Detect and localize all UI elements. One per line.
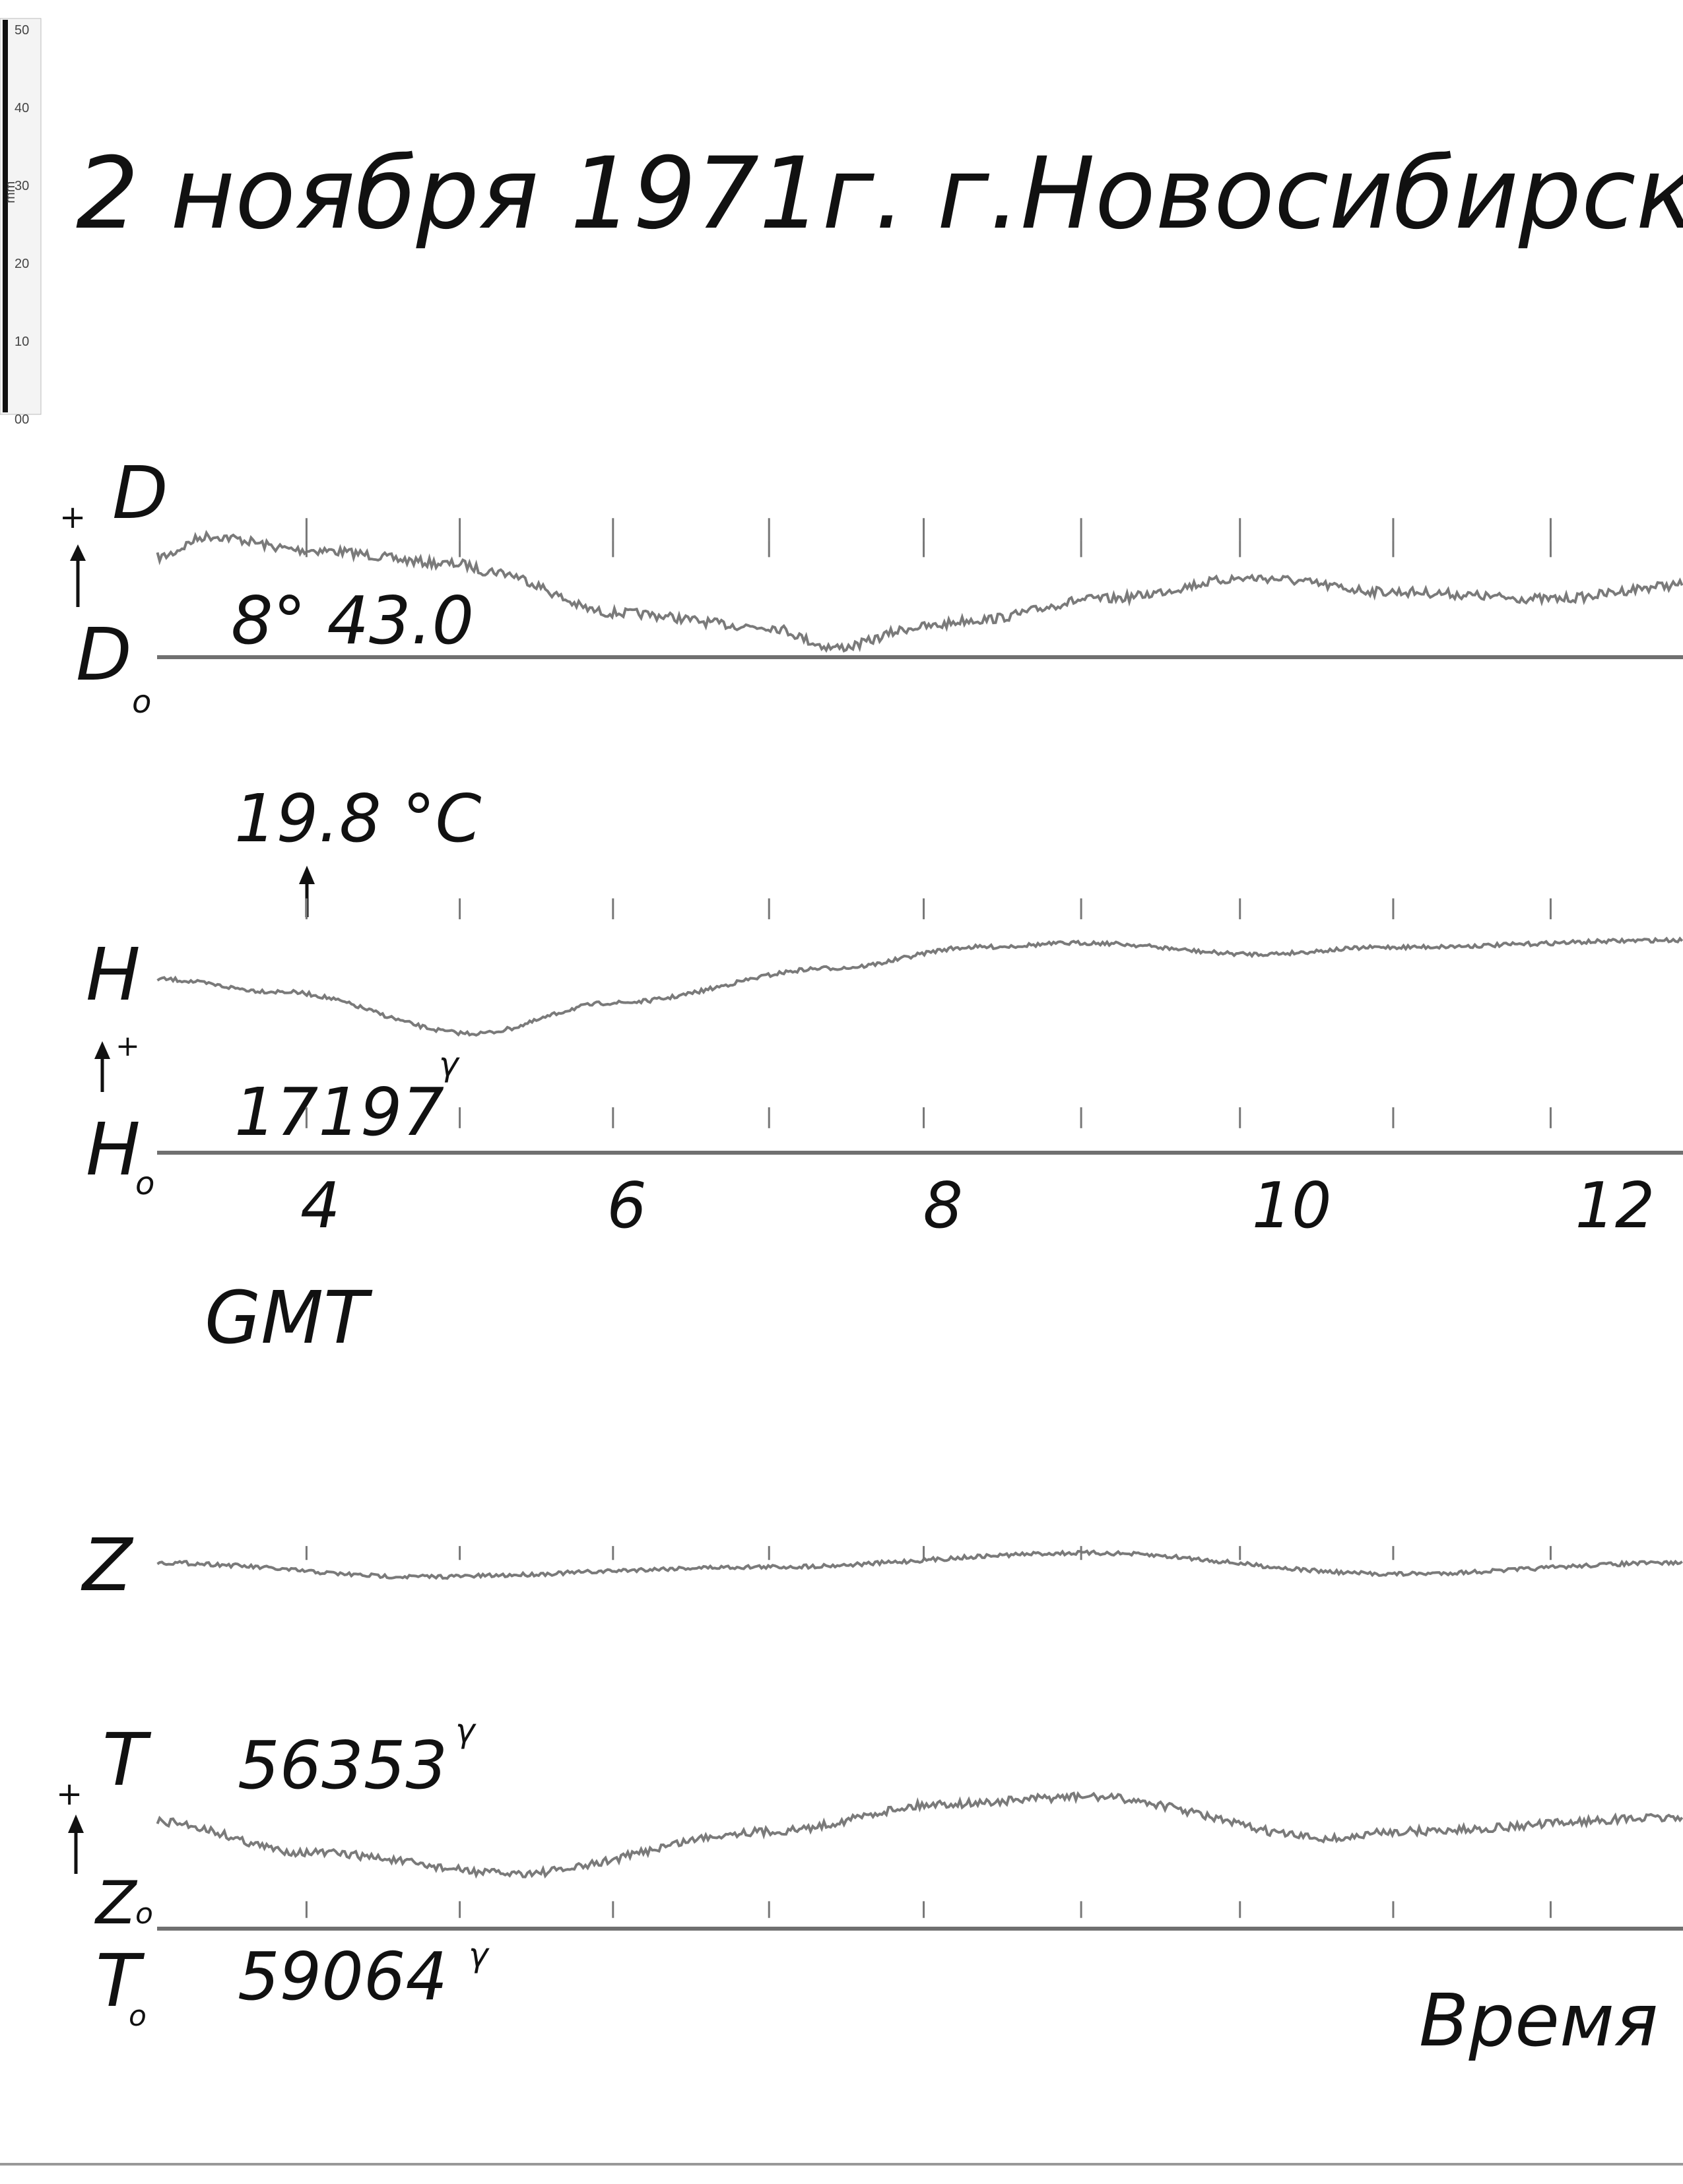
sign: + (56, 1776, 82, 1813)
h0-label: H (86, 1107, 141, 1192)
time-label: 6 (607, 1170, 646, 1242)
d0-label: D (76, 612, 132, 697)
ruler-label: 50 (15, 23, 29, 38)
time-label: 4 (300, 1170, 340, 1242)
t-label: T (102, 1718, 152, 1802)
t-value: 56353 (238, 1727, 447, 1804)
d0-value: 8° 43.0 (231, 582, 474, 659)
title: 2 ноября 1971г. г.Новосибирск(Клю (76, 137, 1683, 251)
trace (156, 936, 1683, 1037)
trace (156, 529, 1683, 653)
arrow-head (94, 1041, 110, 1059)
time-label: 10 (1252, 1170, 1332, 1242)
sign: + (116, 1029, 140, 1063)
ruler-label: 20 (15, 257, 29, 271)
d0-sub: o (132, 684, 151, 721)
time-label: 8 (923, 1170, 963, 1242)
z0-label: Z (94, 1869, 138, 1938)
sign: + (59, 499, 86, 536)
h0-unit: γ (439, 1045, 460, 1083)
time-zone: GMT (205, 1275, 373, 1360)
h0-value: 17197 (234, 1074, 444, 1151)
ruler-unit: mm (3, 181, 18, 203)
h0-sub: o (135, 1165, 154, 1202)
time-label: 12 (1575, 1170, 1655, 1242)
d-label: D (112, 451, 168, 535)
t0-sub: o (129, 1999, 147, 2033)
trace (156, 1791, 1683, 1879)
ruler-label: 10 (15, 335, 29, 349)
footer-label: Время (1419, 1978, 1658, 2063)
arrow-head (299, 866, 315, 884)
t0-value: 59064 (238, 1938, 447, 2015)
t0-label: T (96, 1939, 145, 2023)
t-unit: γ (455, 1712, 477, 1750)
ruler-label: 00 (15, 412, 29, 427)
ruler-label: 30 (15, 179, 29, 193)
ruler-label: 40 (15, 101, 29, 115)
z-label: Z (81, 1523, 134, 1607)
trace (156, 1549, 1683, 1580)
arrow-head (68, 1815, 84, 1833)
arrow-head (70, 544, 86, 561)
h-label: H (86, 932, 141, 1017)
t0-unit: γ (469, 1936, 490, 1974)
temperature: 19.8 °C (234, 780, 481, 857)
z0-sub: o (135, 1897, 153, 1931)
